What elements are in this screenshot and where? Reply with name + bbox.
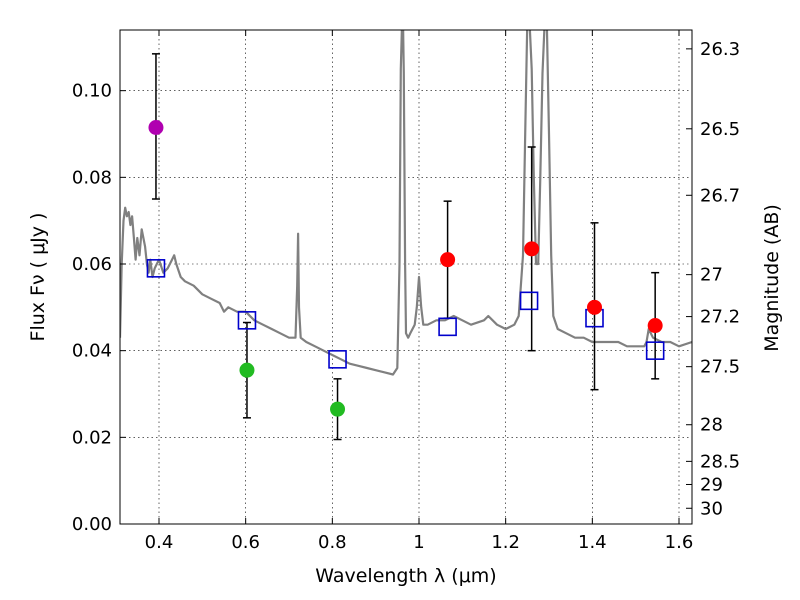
- mag-tick-label: 27.2: [700, 307, 740, 328]
- observed-flux-point: [239, 362, 255, 378]
- x-tick-label: 1.4: [578, 532, 607, 553]
- y-tick-label: 0.06: [72, 254, 112, 275]
- x-axis-title: Wavelength λ (μm): [315, 565, 496, 587]
- x-tick-label: 1: [413, 532, 424, 553]
- model-flux-square: [237, 311, 257, 330]
- y-tick-label: 0.10: [72, 81, 112, 102]
- y-axis-title: Flux Fν ( μJy ): [27, 213, 49, 342]
- y-tick-label: 0.08: [72, 167, 112, 188]
- x-tick-label: 0.6: [231, 532, 260, 553]
- mag-tick-label: 27.5: [700, 357, 740, 378]
- x-tick-label: 0.8: [318, 532, 347, 553]
- mag-tick-label: 26.7: [700, 185, 740, 206]
- y-tick-label: 0.00: [72, 514, 112, 535]
- observed-flux-point: [587, 299, 602, 315]
- mag-tick-label: 27: [700, 265, 723, 286]
- y2-axis-title: Magnitude (AB): [761, 204, 783, 352]
- y-tick-label: 0.04: [72, 341, 112, 362]
- x-tick-label: 1.6: [665, 532, 694, 553]
- mag-tick-label: 29: [700, 474, 723, 495]
- model-flux-square: [645, 341, 665, 360]
- mag-tick-label: 26.5: [700, 119, 740, 140]
- observed-flux-point: [330, 401, 346, 417]
- mag-tick-label: 26.3: [700, 39, 740, 60]
- model-flux-square: [328, 350, 347, 369]
- observed-flux-point: [647, 318, 663, 334]
- observed-flux-point: [440, 252, 456, 268]
- model-flux-square: [438, 317, 457, 337]
- y-tick-label: 0.02: [72, 427, 112, 448]
- model-flux-square: [519, 291, 539, 311]
- data-points-layer: [146, 53, 665, 441]
- spectrum-layer: [120, 30, 692, 376]
- observed-flux-point: [148, 120, 164, 135]
- model-flux-square: [146, 259, 166, 278]
- model-spectrum-line: [120, 30, 692, 376]
- observed-flux-point: [524, 241, 540, 257]
- plot-frame: [119, 29, 693, 525]
- mag-tick-label: 28: [700, 415, 723, 436]
- mag-tick-label: 28.5: [700, 451, 740, 472]
- axis-ticks: 0.4 0.6 0.8 1 1.2 1.4 1.6 0.00 0.02 0.04 0.06 0.08 0…: [72, 30, 740, 553]
- x-tick-label: 1.2: [491, 532, 520, 553]
- x-tick-label: 0.4: [145, 532, 174, 553]
- mag-tick-label: 30: [700, 498, 723, 519]
